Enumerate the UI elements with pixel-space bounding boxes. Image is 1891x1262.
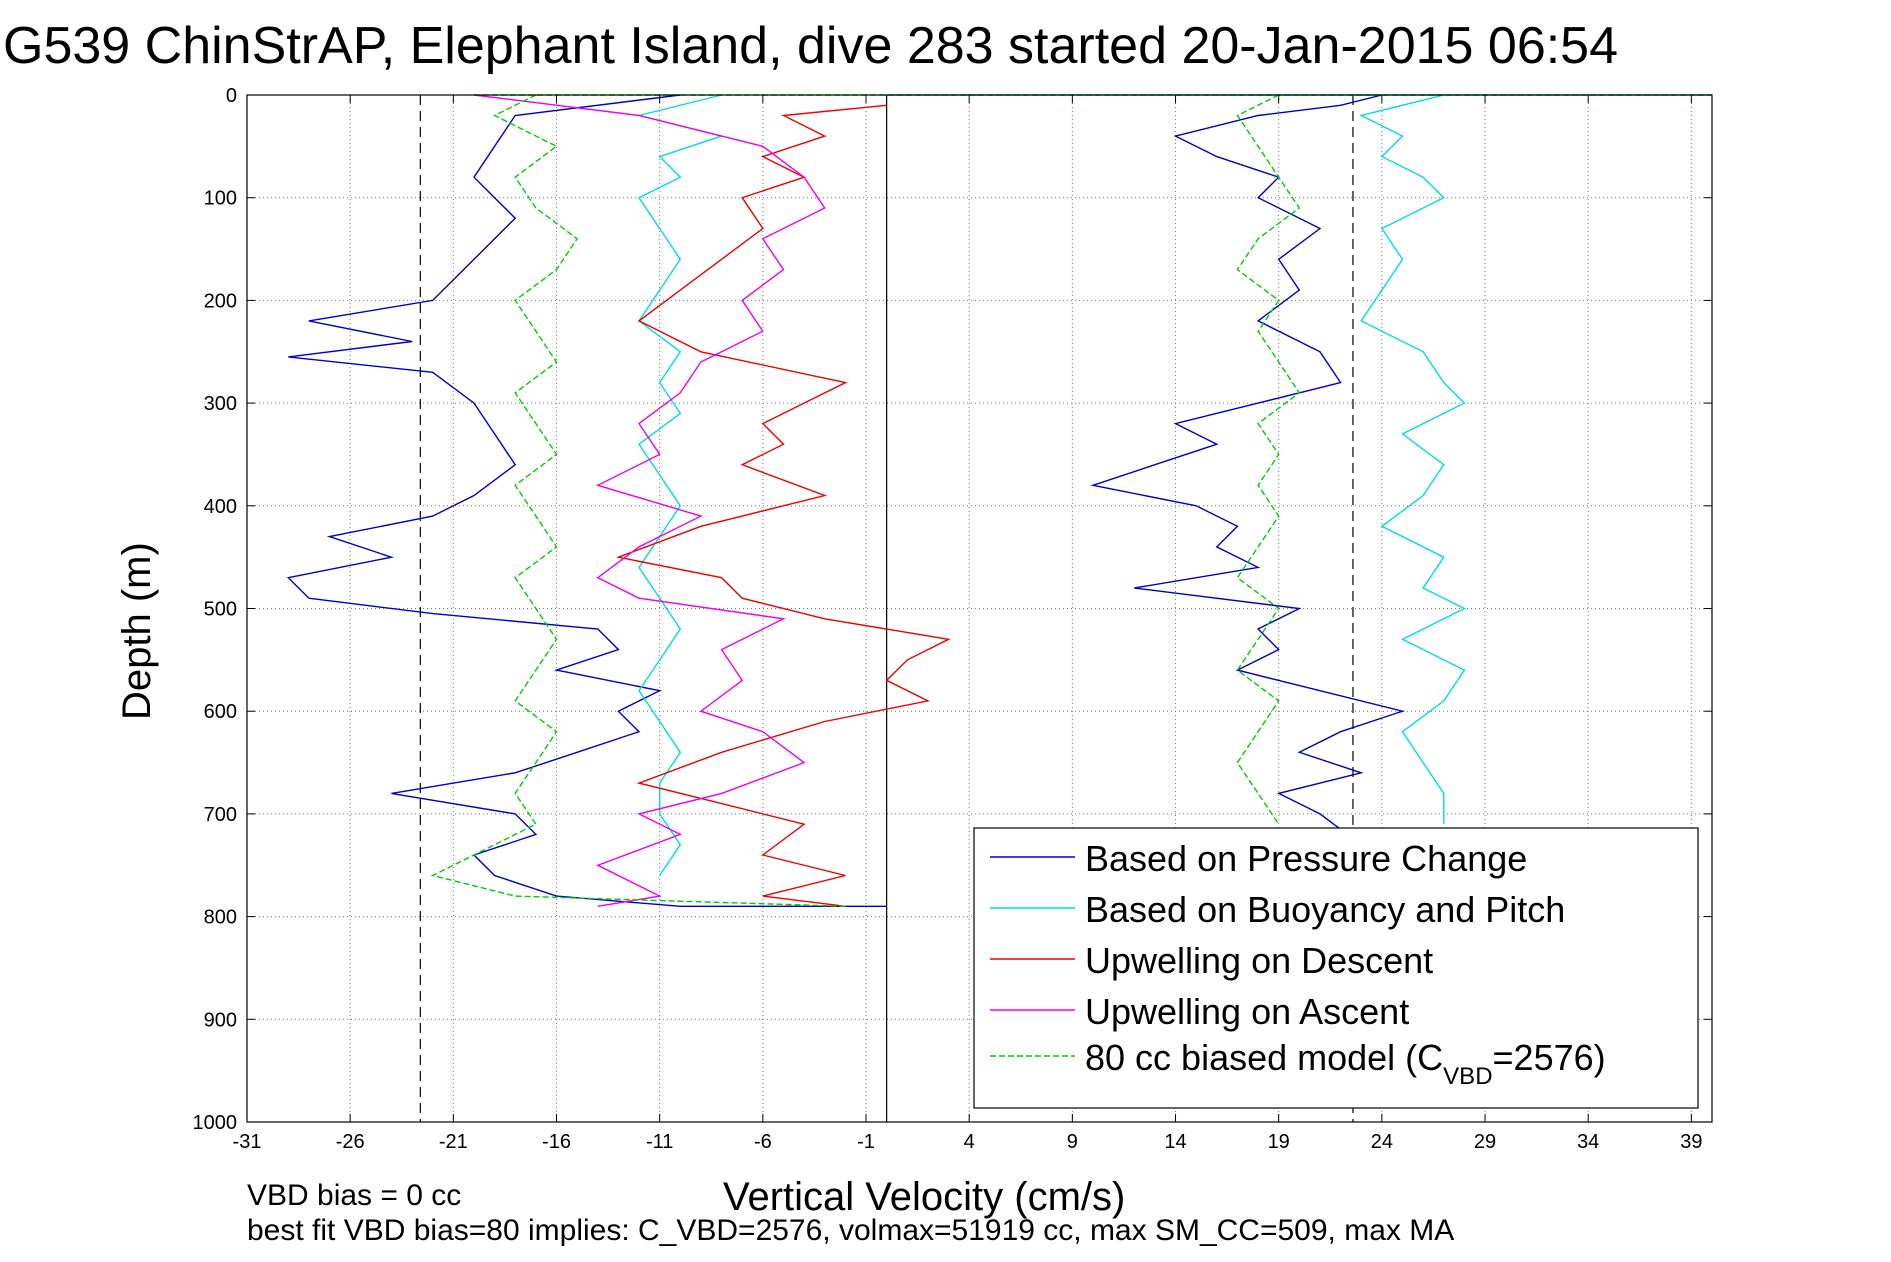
x-tick-label: -21 <box>439 1131 468 1153</box>
x-tick-label: 4 <box>964 1131 975 1153</box>
y-tick-label: 500 <box>204 599 237 621</box>
x-tick-label: 9 <box>1067 1131 1078 1153</box>
legend-box <box>973 827 1699 1109</box>
series-line-pressure_descent <box>286 94 887 907</box>
series-line-buoyancy_ascent <box>1359 94 1466 825</box>
x-tick-label: -16 <box>542 1131 571 1153</box>
y-tick-label: 800 <box>204 907 237 929</box>
x-tick-label: -1 <box>857 1131 875 1153</box>
legend: Based on Pressure Change Based on Buoyanc… <box>973 827 1699 1109</box>
y-tick-label: 700 <box>204 804 237 826</box>
x-tick-label: 14 <box>1164 1131 1186 1153</box>
series-line-pressure_ascent <box>1090 94 1406 830</box>
series-line-model_descent <box>430 94 846 907</box>
x-tick-label: -31 <box>233 1131 262 1153</box>
tick-layer: -31 -26 -21 -16 -11 -6 -1 4 9 14 19 24 29 34 39 0 100 200… <box>193 85 1712 1153</box>
legend-label: Upwelling on Descent <box>1085 940 1433 981</box>
y-tick-label: 200 <box>204 290 237 312</box>
y-tick-label: 300 <box>204 393 237 415</box>
y-tick-label: 100 <box>204 188 237 210</box>
x-tick-label: 24 <box>1371 1131 1393 1153</box>
x-tick-label: -11 <box>646 1131 673 1153</box>
x-tick-label: -26 <box>336 1131 365 1153</box>
x-tick-label: 39 <box>1680 1131 1702 1153</box>
y-tick-label: 600 <box>204 701 237 723</box>
x-tick-label: 34 <box>1577 1131 1599 1153</box>
best-fit-note: best fit VBD bias=80 implies: C_VBD=2576… <box>247 1214 1454 1247</box>
x-tick-label: 29 <box>1474 1131 1496 1153</box>
y-tick-label: 1000 <box>193 1112 238 1134</box>
legend-label: Based on Buoyancy and Pitch <box>1085 889 1565 930</box>
series-line-upwelling_ascent <box>473 94 826 907</box>
x-tick-label: 19 <box>1268 1131 1290 1153</box>
series-line-model_ascent <box>1236 94 1301 825</box>
y-tick-label: 0 <box>226 85 237 107</box>
series-line-buoyancy_descent <box>637 94 725 876</box>
legend-label: 80 cc biased model (CVBD=2576) <box>1085 1037 1606 1090</box>
legend-label: Based on Pressure Change <box>1085 838 1527 879</box>
x-tick-label: -6 <box>754 1131 772 1153</box>
x-axis-label: Vertical Velocity (cm/s) <box>723 1175 1125 1219</box>
chart-title: G539 ChinStrAP, Elephant Island, dive 28… <box>3 17 1618 75</box>
vbd-bias-note: VBD bias = 0 cc <box>247 1179 461 1212</box>
y-tick-label: 400 <box>204 496 237 518</box>
series-line-upwelling_descent <box>615 104 951 907</box>
legend-label: Upwelling on Ascent <box>1085 991 1409 1032</box>
series-layer <box>286 94 1712 907</box>
y-axis-label: Depth (m) <box>115 542 159 720</box>
y-tick-label: 900 <box>204 1009 237 1031</box>
